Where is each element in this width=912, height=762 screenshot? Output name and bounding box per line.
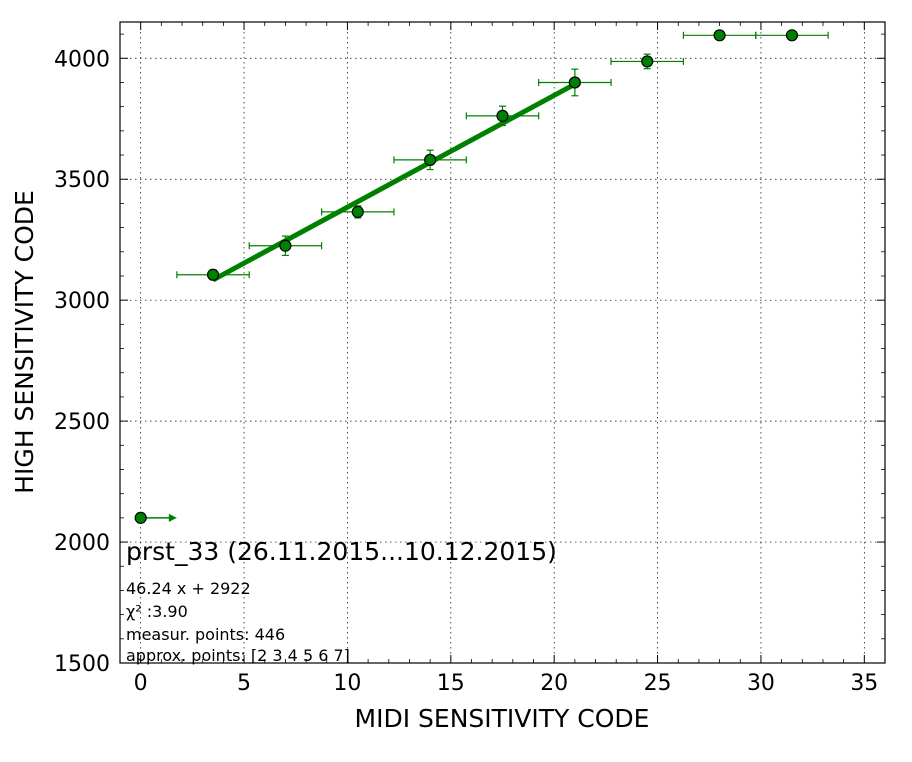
fit-equation: 46.24 x + 2922 bbox=[126, 579, 251, 598]
x-axis-title: MIDI SENSITIVITY CODE bbox=[355, 704, 650, 733]
y-tick-label: 3500 bbox=[54, 168, 110, 193]
points-layer bbox=[134, 29, 829, 524]
plot-frame bbox=[119, 21, 886, 664]
x-tick-label: 25 bbox=[644, 671, 672, 696]
data-point bbox=[279, 239, 292, 252]
approx-points-label: approx. points: [2 3 4 5 6 7] bbox=[126, 646, 350, 665]
fit-layer bbox=[211, 81, 577, 283]
y-axis-title: HIGH SENSITIVITY CODE bbox=[10, 190, 39, 494]
data-point bbox=[713, 29, 726, 42]
x-tick-label: 15 bbox=[437, 671, 465, 696]
data-point bbox=[134, 511, 147, 524]
grid bbox=[120, 22, 885, 664]
x-tick-label: 20 bbox=[540, 671, 568, 696]
measur-points-label: measur. points: 446 bbox=[126, 625, 285, 644]
fit-line bbox=[211, 81, 577, 283]
data-point bbox=[785, 29, 799, 42]
data-point bbox=[641, 55, 654, 68]
y-tick-label: 2000 bbox=[54, 531, 110, 556]
y-tick-label: 1500 bbox=[54, 652, 110, 677]
y-tick-label: 4000 bbox=[54, 47, 110, 72]
data-point bbox=[206, 268, 220, 281]
data-point bbox=[568, 76, 581, 89]
x-tick-label: 0 bbox=[134, 671, 148, 696]
range-arrow-head bbox=[168, 513, 177, 522]
ticks: 0 5 10 15 20 25 30 35 1500 2000 2500 3000 3500 4000 bbox=[54, 22, 886, 696]
chi2-label: χ² :3.90 bbox=[126, 602, 188, 621]
data-point bbox=[424, 153, 437, 166]
x-tick-label: 35 bbox=[850, 671, 878, 696]
plot-area bbox=[120, 22, 885, 663]
x-tick-label: 10 bbox=[333, 671, 361, 696]
x-tick-label: 5 bbox=[237, 671, 251, 696]
y-tick-label: 2500 bbox=[54, 410, 110, 435]
chart-title: prst_33 (26.11.2015...10.12.2015) bbox=[126, 537, 557, 566]
y-tick-label: 3000 bbox=[54, 289, 110, 314]
data-point bbox=[496, 109, 509, 122]
x-tick-label: 30 bbox=[747, 671, 775, 696]
data-point bbox=[351, 205, 364, 218]
